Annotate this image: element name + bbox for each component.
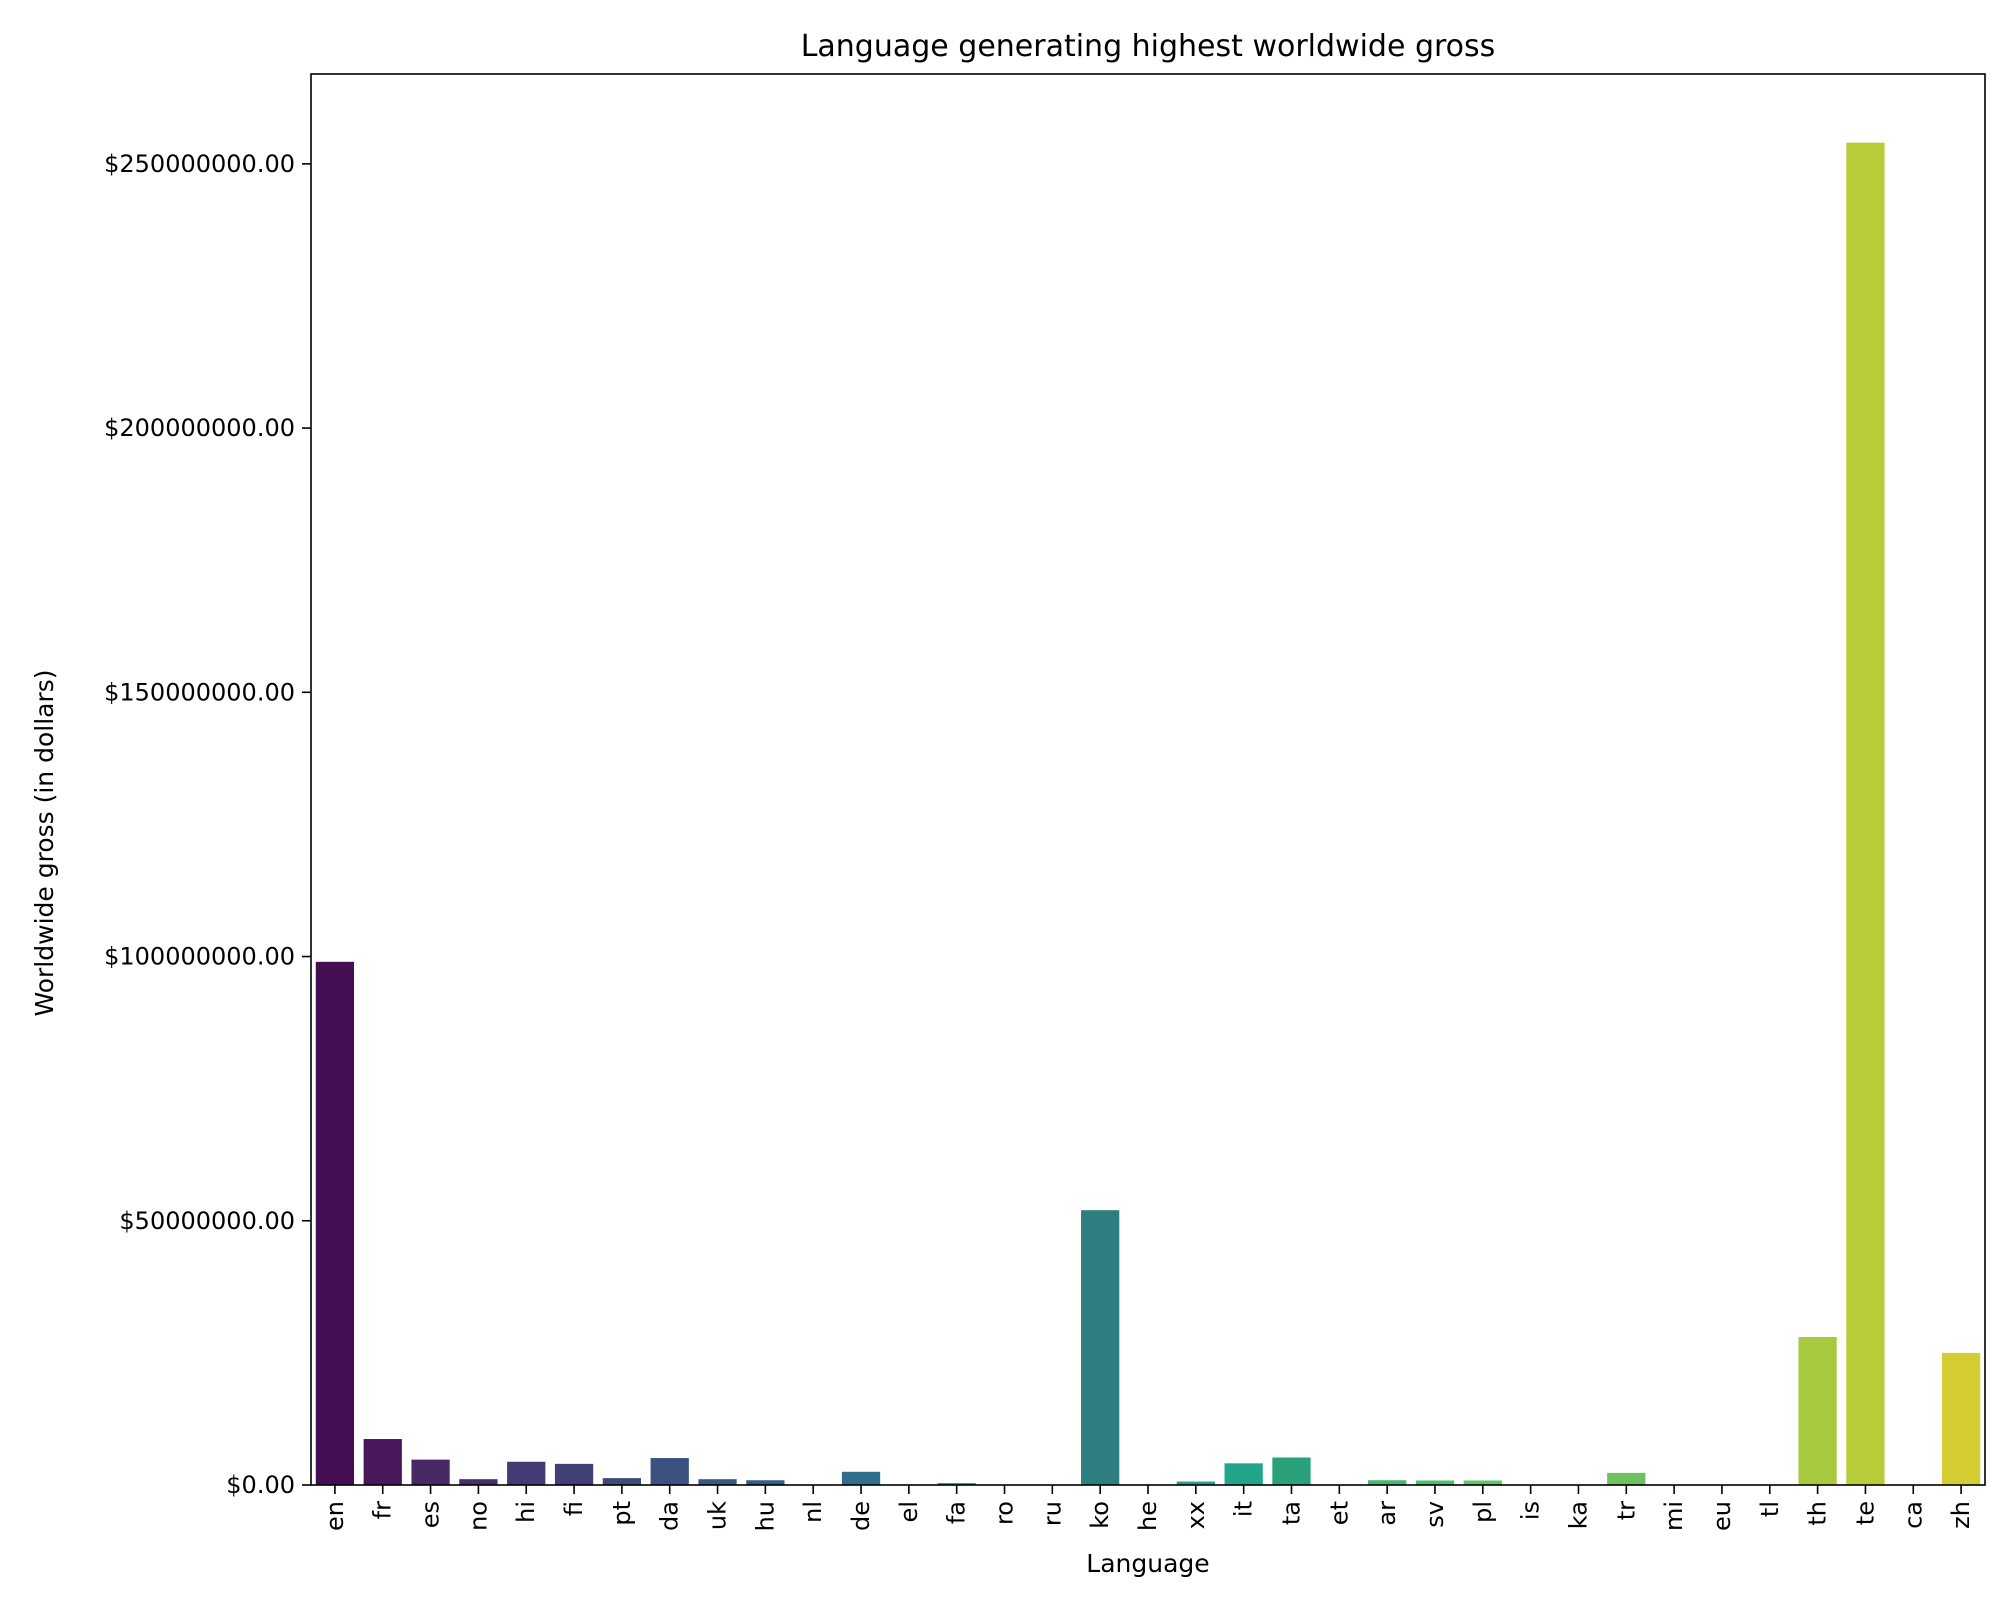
y-tick-label: $250000000.00 <box>104 150 295 178</box>
bar-es <box>411 1459 450 1485</box>
x-tick-label-en: en <box>321 1501 349 1531</box>
x-tick-label-ka: ka <box>1564 1501 1592 1529</box>
x-tick-label-ko: ko <box>1086 1501 1114 1529</box>
bar-de <box>841 1471 881 1485</box>
bar-fa <box>937 1483 976 1485</box>
bar-ko <box>1081 1210 1120 1485</box>
x-tick-label-el: el <box>895 1501 923 1522</box>
y-tick-label: $50000000.00 <box>119 1207 295 1235</box>
x-tick-label-is: is <box>1517 1501 1545 1520</box>
x-tick-label-te: te <box>1851 1501 1879 1525</box>
bar-sv <box>1415 1480 1455 1485</box>
bar-pl <box>1463 1480 1502 1485</box>
x-tick-label-uk: uk <box>704 1501 732 1530</box>
x-axis-title: Language <box>1086 1549 1209 1578</box>
x-tick-label-fi: fi <box>560 1501 588 1516</box>
x-tick-label-fa: fa <box>943 1501 971 1524</box>
bar-fi <box>554 1463 594 1485</box>
x-tick-label-tr: tr <box>1612 1501 1640 1520</box>
x-axis: en fr es no hi fi pt da uk hu nl de el fa ro ru ko he xx it… <box>321 1485 1975 1531</box>
bar-no <box>459 1479 498 1485</box>
x-tick-label-nl: nl <box>799 1501 827 1523</box>
bar-xx <box>1176 1481 1215 1485</box>
bar-fr <box>363 1439 402 1485</box>
bar-zh <box>1941 1352 1981 1485</box>
x-tick-label-ta: ta <box>1277 1501 1305 1525</box>
x-tick-label-zh: zh <box>1947 1501 1975 1529</box>
x-tick-label-et: et <box>1325 1501 1353 1525</box>
x-tick-label-es: es <box>417 1501 445 1528</box>
bar-ar <box>1368 1480 1407 1485</box>
x-tick-label-it: it <box>1230 1501 1258 1517</box>
bar-tr <box>1607 1472 1646 1485</box>
x-tick-label-da: da <box>656 1501 684 1531</box>
bar-hu <box>746 1480 785 1485</box>
x-tick-label-ca: ca <box>1899 1501 1927 1529</box>
bar-en <box>315 961 355 1485</box>
x-tick-label-he: he <box>1134 1501 1162 1531</box>
x-tick-label-hu: hu <box>751 1501 779 1531</box>
x-tick-label-ru: ru <box>1038 1501 1066 1526</box>
y-axis: $0.00 $50000000.00 $100000000.00 $150000000… <box>104 150 311 1499</box>
x-tick-label-xx: xx <box>1182 1501 1210 1529</box>
x-tick-label-th: th <box>1804 1501 1832 1526</box>
x-tick-label-tl: tl <box>1756 1501 1784 1517</box>
bar-hi <box>507 1461 546 1485</box>
y-tick-label: $0.00 <box>226 1471 295 1499</box>
bar-it <box>1224 1463 1263 1485</box>
bars-group <box>315 142 1981 1486</box>
x-tick-label-sv: sv <box>1421 1501 1449 1528</box>
bar-th <box>1798 1337 1837 1485</box>
bar-te <box>1846 142 1885 1486</box>
x-tick-label-eu: eu <box>1708 1501 1736 1531</box>
bar-ta <box>1272 1457 1311 1485</box>
bar-da <box>650 1458 689 1485</box>
x-tick-label-ro: ro <box>991 1501 1019 1525</box>
x-tick-label-no: no <box>464 1501 492 1531</box>
y-axis-title: Worldwide gross (in dollars) <box>30 669 59 1016</box>
plot-frame <box>310 73 1986 1486</box>
x-tick-label-ar: ar <box>1373 1501 1401 1526</box>
x-tick-label-hi: hi <box>512 1501 540 1523</box>
x-tick-label-pl: pl <box>1469 1501 1497 1523</box>
x-tick-label-pt: pt <box>608 1501 636 1526</box>
bar-uk <box>698 1479 737 1485</box>
chart-title: Language generating highest worldwide gr… <box>801 29 1496 64</box>
bar-pt <box>602 1478 642 1485</box>
x-tick-label-mi: mi <box>1660 1501 1688 1531</box>
y-tick-label: $100000000.00 <box>104 943 295 971</box>
x-tick-label-fr: fr <box>369 1501 397 1519</box>
x-tick-label-de: de <box>847 1501 875 1531</box>
y-tick-label: $150000000.00 <box>104 678 295 706</box>
y-tick-label: $200000000.00 <box>104 414 295 442</box>
